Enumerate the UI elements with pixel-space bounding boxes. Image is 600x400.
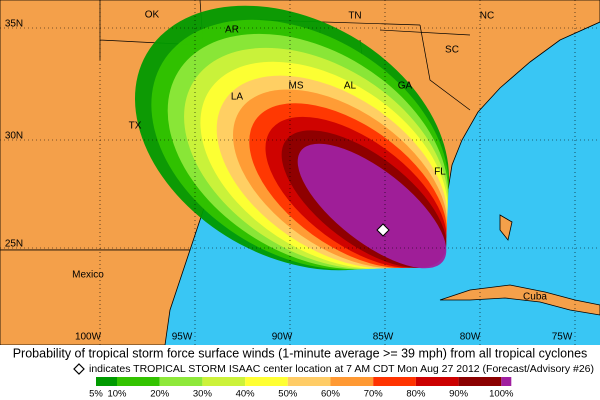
legend-label: 10% xyxy=(107,389,127,400)
legend-label: 80% xyxy=(406,389,426,400)
region-label: OK xyxy=(145,10,160,21)
legend-diamond xyxy=(73,363,85,375)
legend-swatch xyxy=(330,377,374,386)
caption-title: Probability of tropical storm force surf… xyxy=(13,346,588,360)
legend-swatch xyxy=(458,377,502,386)
legend-label: 50% xyxy=(278,389,298,400)
lat-label: 25N xyxy=(5,239,23,250)
legend-swatch xyxy=(287,377,331,386)
lat-label: 30N xyxy=(5,131,23,142)
legend-label: 5% xyxy=(89,389,103,400)
legend-label: 70% xyxy=(364,389,384,400)
legend-label: 90% xyxy=(449,389,469,400)
map-labels: OK AR TN NC SC MS AL GA LA TX FL Mexico Cuba 35N 30N 25… xyxy=(5,10,573,343)
probability-band xyxy=(297,143,447,269)
lon-label: 80W xyxy=(460,332,481,343)
legend-label: 100% xyxy=(489,389,514,400)
land-bahamas xyxy=(499,214,513,241)
legend-swatch xyxy=(373,377,416,386)
legend-label: 40% xyxy=(236,389,256,400)
lat-label: 35N xyxy=(5,19,23,30)
legend-label: 60% xyxy=(321,389,341,400)
region-label: Cuba xyxy=(523,292,547,303)
wind-probability-swath xyxy=(135,5,449,271)
legend-swatch xyxy=(501,377,512,386)
legend-swatch xyxy=(117,377,160,386)
lon-label: 85W xyxy=(373,332,394,343)
graticule xyxy=(0,0,600,345)
region-label: AL xyxy=(344,81,357,92)
caption-note: indicates TROPICAL STORM ISAAC center lo… xyxy=(89,363,594,375)
lon-label: 100W xyxy=(75,332,102,343)
legend-swatch xyxy=(202,377,246,386)
legend-swatch xyxy=(415,377,459,386)
region-label: FL xyxy=(434,167,446,178)
region-label: GA xyxy=(398,81,413,92)
storm-center-marker xyxy=(376,223,390,237)
legend-swatch xyxy=(245,377,288,386)
legend-label: 30% xyxy=(193,389,213,400)
region-label: TN xyxy=(348,11,361,22)
region-label: Mexico xyxy=(72,270,104,281)
legend: 5% 10% 20% 30% 40% 50% 60% 70% 80% 90% 100% xyxy=(89,377,514,400)
region-label: TX xyxy=(129,121,142,132)
region-label: AR xyxy=(225,25,239,36)
lon-label: 90W xyxy=(272,332,293,343)
region-label: MS xyxy=(289,81,304,92)
lon-label: 95W xyxy=(172,332,193,343)
caption-panel xyxy=(0,345,600,400)
legend-swatch xyxy=(96,377,117,386)
region-label: LA xyxy=(231,92,244,103)
legend-swatch xyxy=(159,377,203,386)
region-label: SC xyxy=(445,45,459,56)
region-label: NC xyxy=(480,11,494,22)
legend-label: 20% xyxy=(150,389,170,400)
land-mexico xyxy=(0,249,191,346)
lon-label: 75W xyxy=(552,332,573,343)
